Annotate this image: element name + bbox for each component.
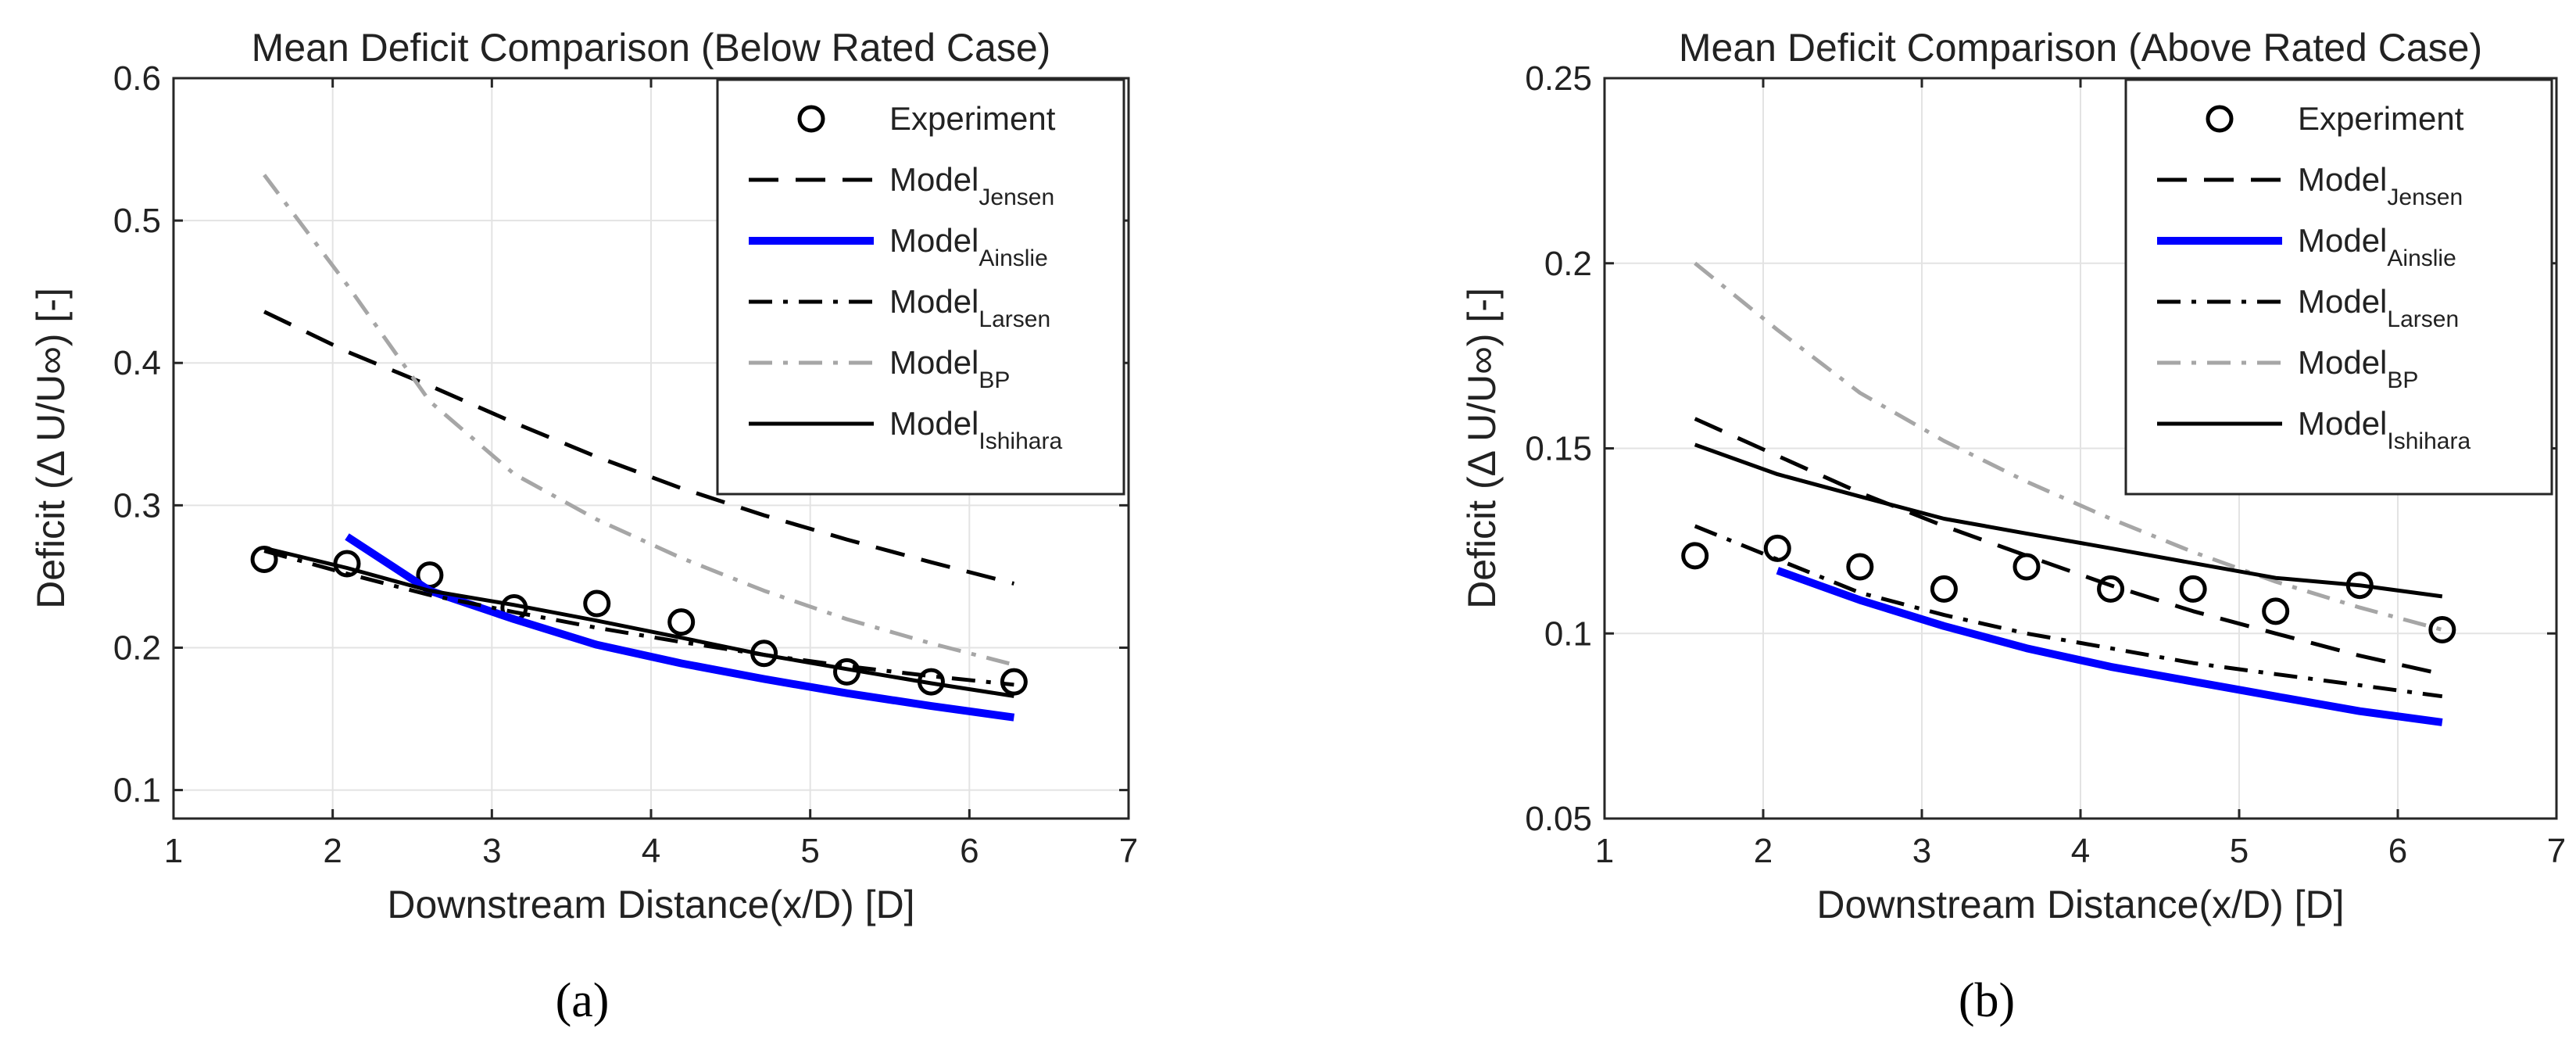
series-line-ishihara: [263, 546, 1014, 698]
legend-item: Experiment: [797, 100, 1056, 137]
experiment-marker: [1930, 575, 1958, 603]
y-axis-label: Deficit (Δ U/U∞) [-]: [29, 288, 73, 609]
chart-panel-a: 1 2 3 4 5 6 7 0.1 0.2 0.3 0.4 0.5 0.6 Mean Deficit Co…: [29, 26, 1138, 1027]
experiment-marker: [2012, 553, 2041, 581]
legend: ExperimentModelJensenModelAinslieModelLa…: [2124, 78, 2553, 496]
y-tick-label: 0.5: [113, 202, 161, 240]
x-tick-label: 3: [1912, 832, 1931, 870]
panel-caption: (b): [1959, 974, 2015, 1027]
x-tick-label: 6: [2388, 832, 2407, 870]
legend-marker: [797, 105, 825, 133]
legend: ExperimentModelJensenModelAinslieModelLa…: [716, 78, 1125, 496]
experiment-marker: [250, 546, 278, 574]
x-tick-label: 1: [1595, 832, 1614, 870]
x-tick-label: 5: [800, 832, 819, 870]
x-axis-label: Downstream Distance(x/D) [D]: [387, 883, 914, 926]
series-line-larsen: [263, 549, 1014, 687]
series-line-ainslie: [345, 533, 1015, 722]
legend-subscript: Ishihara: [979, 428, 1062, 454]
y-tick-label: 0.2: [1544, 245, 1592, 283]
x-tick-label: 7: [1119, 832, 1138, 870]
x-tick-label: 7: [2547, 832, 2566, 870]
x-axis-label: Downstream Distance(x/D) [D]: [1816, 883, 2344, 926]
chart-panel-b: 1 2 3 4 5 6 7 0.05 0.1 0.15 0.2 0.25 Mean Deficit Co…: [1460, 26, 2566, 1027]
experiment-marker: [2262, 597, 2290, 625]
series-line-jensen: [1694, 417, 2443, 676]
chart-title: Mean Deficit Comparison (Above Rated Cas…: [1679, 26, 2482, 70]
experiment-marker: [1681, 542, 1709, 570]
y-tick-label: 0.1: [113, 772, 161, 810]
x-tick-label: 4: [2071, 832, 2090, 870]
y-tick-label: 0.4: [113, 344, 161, 382]
legend-subscript: BP: [979, 367, 1010, 393]
series-line-bp: [263, 174, 1015, 667]
y-axis-label: Deficit (Δ U/U∞) [-]: [1460, 288, 1504, 609]
x-tick-label: 2: [323, 832, 342, 870]
legend-subscript: Jensen: [979, 185, 1054, 210]
x-tick-label: 2: [1754, 832, 1773, 870]
series-line-bp: [1694, 261, 2443, 632]
y-tick-label: 0.15: [1525, 430, 1592, 468]
x-tick-label: 3: [482, 832, 501, 870]
experiment-marker: [1763, 534, 1791, 562]
series-line-ainslie: [1776, 567, 2443, 726]
experiment-marker: [2428, 616, 2456, 644]
y-tick-label: 0.2: [113, 629, 161, 667]
x-tick-label: 6: [960, 832, 979, 870]
experiment-marker: [2179, 575, 2207, 603]
y-tick-label: 0.25: [1525, 59, 1592, 98]
legend-subscript: Larsen: [2387, 306, 2459, 332]
panel-caption: (a): [556, 974, 610, 1027]
legend-label: Experiment: [2298, 100, 2464, 137]
experiment-marker: [2097, 575, 2125, 603]
x-tick-label: 4: [642, 832, 660, 870]
legend-subscript: Jensen: [2387, 185, 2463, 210]
experiment-marker: [667, 608, 696, 636]
legend-marker: [2206, 105, 2234, 133]
experiment-marker: [583, 589, 611, 618]
y-tick-label: 0.3: [113, 486, 161, 525]
experiment-marker: [1846, 553, 1874, 581]
series-line-jensen: [263, 310, 1015, 586]
y-tick-label: 0.6: [113, 59, 161, 98]
legend-label: Experiment: [889, 100, 1056, 137]
legend-subscript: Ainslie: [979, 245, 1047, 271]
y-tick-label: 0.1: [1544, 614, 1592, 653]
y-tick-label: 0.05: [1525, 800, 1592, 838]
legend-subscript: Larsen: [979, 306, 1050, 332]
legend-item: Experiment: [2206, 100, 2464, 137]
legend-subscript: BP: [2387, 367, 2418, 393]
legend-subscript: Ishihara: [2387, 428, 2470, 454]
x-tick-label: 1: [164, 832, 183, 870]
legend-subscript: Ainslie: [2387, 245, 2456, 271]
series-line-ishihara: [1694, 442, 2443, 599]
chart-title: Mean Deficit Comparison (Below Rated Cas…: [252, 26, 1051, 70]
x-tick-label: 5: [2230, 832, 2249, 870]
